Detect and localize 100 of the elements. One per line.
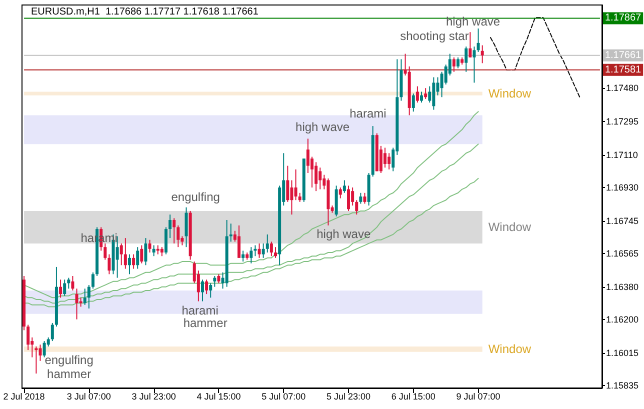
candlestick: [67, 277, 70, 290]
candlestick: [355, 200, 358, 216]
candlestick: [116, 236, 119, 278]
y-tick-label: 1.17480: [606, 83, 639, 94]
band-label: Window: [488, 342, 532, 356]
x-tick-label: 3 Jul 07:00: [66, 392, 111, 402]
candlestick: [351, 186, 354, 206]
candlestick: [242, 250, 245, 262]
candlestick: [338, 186, 342, 199]
candlestick: [420, 91, 424, 104]
candlestick: [172, 218, 176, 244]
candlestick: [452, 56, 456, 72]
candlestick: [75, 288, 78, 320]
candlestick: [63, 279, 66, 296]
candlestick: [432, 76, 436, 110]
x-tick-label: 5 Jul 07:00: [262, 392, 306, 402]
y-tick-label: 1.16745: [606, 216, 639, 226]
candlestick: [87, 284, 90, 310]
annotation: high wave: [316, 227, 371, 241]
candlestick: [456, 56, 460, 69]
candlestick: [91, 272, 94, 290]
candlestick: [424, 88, 428, 100]
candlestick: [200, 279, 204, 302]
candlestick: [140, 244, 144, 264]
candlestick: [298, 192, 302, 202]
y-tick-label: 1.16565: [606, 248, 639, 258]
y-tick-label: 1.16930: [606, 182, 639, 192]
candlestick: [26, 324, 30, 351]
candlestick: [359, 192, 362, 204]
ref-line-label: 1.17867: [604, 12, 642, 24]
annotation: hammer: [47, 367, 92, 381]
candlestick: [416, 86, 419, 104]
candlestick: [274, 246, 277, 258]
candlestick: [152, 244, 156, 257]
candlestick: [148, 239, 152, 254]
x-tick-label: 4 Jul 15:00: [196, 392, 241, 402]
candlestick: [237, 224, 240, 258]
candlestick: [250, 246, 253, 264]
x-tick-label: 2 Jul 2018: [3, 392, 45, 402]
line-series: [24, 178, 479, 308]
line-series: [24, 144, 479, 304]
band-label: Window: [488, 220, 532, 234]
candlestick: [428, 86, 432, 104]
y-tick-label: 1.16380: [606, 282, 639, 292]
candlestick: [164, 226, 168, 255]
annotation: hammer: [183, 316, 228, 330]
candlestick: [108, 254, 111, 275]
candlestick: [144, 238, 148, 266]
candlestick: [262, 242, 265, 258]
annotation: harami: [182, 303, 218, 318]
candlestick: [160, 246, 164, 257]
candlestick: [176, 224, 180, 248]
x-tick-label: 9 Jul 07:00: [456, 392, 500, 402]
candlestick: [266, 234, 269, 254]
candlestick: [388, 152, 391, 170]
candlestick: [306, 138, 310, 174]
annotation: shooting star: [400, 29, 469, 43]
y-tick-label: 1.15835: [606, 380, 639, 390]
candlestick: [213, 275, 216, 288]
band-label: Window: [488, 86, 532, 101]
candlestick: [472, 46, 476, 84]
y-tick-label: 1.17295: [606, 116, 639, 127]
candlestick: [347, 185, 350, 212]
candlestick: [270, 241, 273, 257]
candlestick: [83, 288, 86, 306]
candlestick: [480, 44, 484, 64]
candlestick: [50, 322, 54, 342]
annotation: engulfing: [44, 353, 94, 367]
candlestick: [71, 275, 74, 291]
candlestick: [294, 168, 298, 201]
candlestick: [59, 279, 62, 298]
candlestick: [120, 242, 123, 266]
candlestick: [384, 147, 387, 168]
candlestick: [314, 162, 318, 192]
candlestick: [290, 180, 294, 216]
x-tick-label: 5 Jul 23:00: [326, 392, 371, 402]
candlestick: [38, 344, 42, 362]
candlestick: [363, 192, 366, 204]
candlestick: [42, 340, 46, 358]
candlestick: [464, 46, 468, 72]
candlestick: [318, 167, 322, 190]
candlestick: [104, 242, 107, 260]
y-tick-label: 1.16015: [606, 348, 639, 358]
annotation: harami: [350, 106, 386, 120]
chart-title: EURUSD.m,H1 1.17686 1.17717 1.17618 1.17661: [31, 6, 259, 18]
candlestick: [412, 93, 415, 112]
x-tick-label: 6 Jul 15:00: [391, 392, 436, 402]
candlestick: [132, 254, 136, 270]
y-tick-label: 1.17110: [606, 150, 638, 160]
candlestick: [258, 242, 261, 258]
x-tick-label: 3 Jul 23:00: [132, 392, 176, 402]
candlestick: [286, 165, 290, 202]
candlestick: [128, 254, 131, 275]
ref-line-label: 1.17581: [604, 64, 642, 76]
candlestick: [124, 238, 127, 270]
candlestick: [205, 279, 208, 295]
ref-line-label: 1.17661: [604, 50, 642, 61]
y-tick-label: 1.16200: [606, 314, 639, 324]
candlestick: [136, 246, 140, 270]
candlestick: [217, 274, 220, 284]
